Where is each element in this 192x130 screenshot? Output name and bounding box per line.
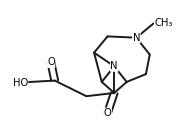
Text: O: O (104, 108, 111, 118)
Text: O: O (47, 57, 55, 67)
Text: N: N (110, 61, 118, 71)
Text: HO: HO (12, 78, 28, 87)
Text: CH₃: CH₃ (155, 18, 173, 28)
Text: N: N (132, 33, 140, 43)
